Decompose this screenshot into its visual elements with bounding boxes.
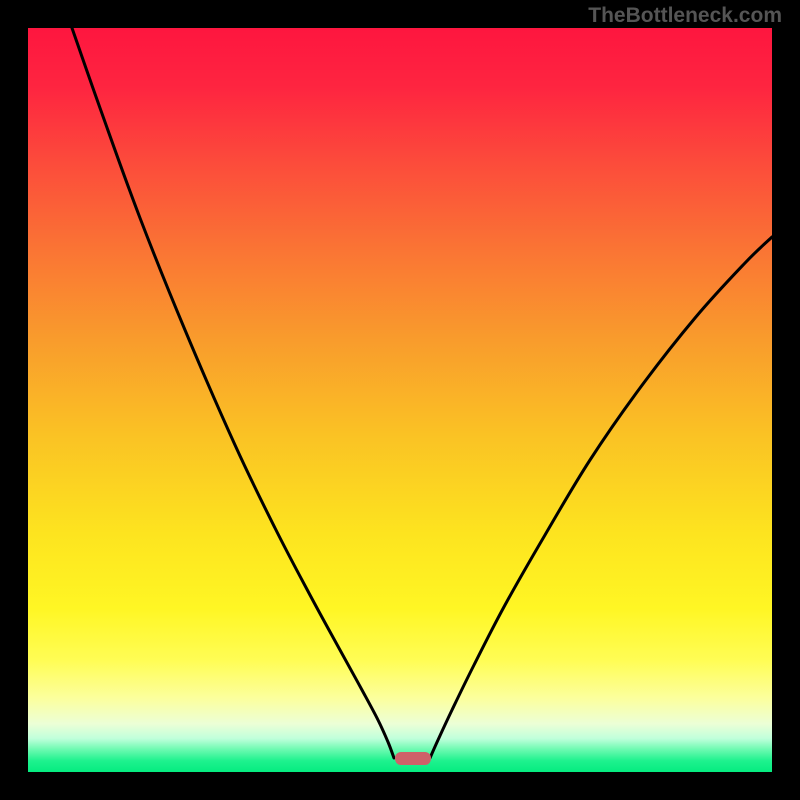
watermark-text: TheBottleneck.com bbox=[588, 4, 782, 28]
bottleneck-chart bbox=[0, 0, 800, 800]
plot-background bbox=[28, 28, 772, 772]
chart-container: TheBottleneck.com bbox=[0, 0, 800, 800]
bottleneck-marker bbox=[395, 752, 431, 765]
